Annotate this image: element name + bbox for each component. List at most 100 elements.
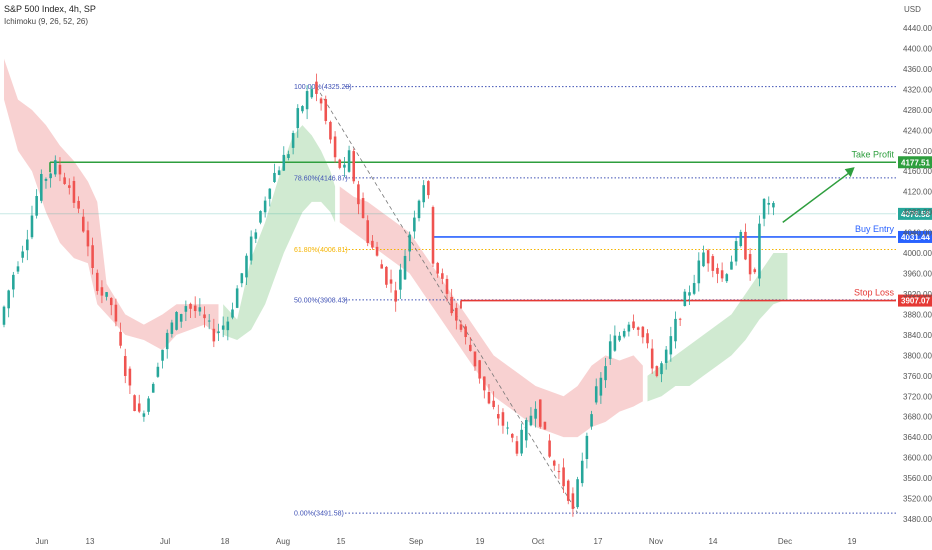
candle-56: [263, 196, 267, 218]
y-tick-3720: 3720.00: [903, 392, 932, 401]
candle-body-38: [179, 314, 183, 322]
candle-body-22: [105, 292, 108, 297]
buy-entry-price-tag: 4031.44: [898, 230, 932, 243]
candle-124: [580, 452, 584, 487]
candle-body-35: [165, 332, 169, 350]
candle-89: [417, 199, 421, 222]
stop-loss-tag-text: 3907.07: [901, 297, 930, 306]
candle-body-91: [427, 181, 430, 196]
candle-body-107: [501, 412, 505, 426]
candle-body-13: [63, 177, 66, 184]
candle-body-92: [431, 207, 435, 264]
candle-body-132: [618, 335, 621, 341]
candle-body-40: [189, 303, 192, 309]
candle-13: [63, 172, 66, 185]
candle-body-73: [343, 164, 346, 168]
candle-15: [72, 176, 76, 208]
candle-body-19: [91, 245, 94, 268]
candle-48: [226, 316, 230, 341]
candle-139: [650, 339, 654, 374]
candle-127: [594, 378, 598, 405]
candle-body-124: [580, 460, 584, 484]
x-tick-12: Dec: [778, 537, 792, 546]
candle-79: [371, 235, 374, 250]
candle-43: [203, 306, 206, 328]
candle-body-150: [702, 252, 705, 267]
target-arrow-line: [782, 169, 854, 223]
candle-body-65: [305, 91, 309, 110]
candle-body-102: [478, 360, 481, 379]
x-tick-3: 18: [221, 537, 230, 546]
x-tick-1: 13: [86, 537, 95, 546]
candle-body-33: [156, 366, 160, 377]
fib-label-1: 78.60%(4146.87): [294, 175, 348, 182]
candle-body-148: [692, 283, 696, 294]
candle-body-8: [40, 173, 43, 201]
candle-body-138: [646, 333, 649, 344]
candle-body-88: [413, 217, 416, 232]
candle-70: [329, 120, 332, 144]
x-tick-10: Nov: [649, 537, 663, 546]
candle-93: [436, 261, 439, 278]
candle-136: [636, 326, 640, 336]
candle-5: [26, 229, 29, 261]
candle-12: [58, 157, 62, 182]
x-tick-9: 17: [594, 537, 603, 546]
y-tick-4320: 4320.00: [903, 85, 932, 94]
candle-99: [464, 324, 467, 345]
candle-110: [515, 435, 519, 457]
candle-body-116: [543, 421, 547, 430]
candle-74: [347, 145, 351, 173]
candle-body-49: [231, 309, 234, 318]
candle-body-37: [175, 311, 178, 330]
candle-body-145: [678, 318, 682, 320]
candle-body-113: [529, 415, 533, 426]
buy-entry-tag-bg: [898, 230, 932, 243]
y-tick-4240: 4240.00: [903, 126, 932, 135]
levels-layer: Take Profit 4177.51 Buy Entry 4031.44 Stop L…: [0, 149, 932, 309]
candle-115: [538, 399, 542, 429]
stop-loss-label: Stop Loss: [854, 288, 895, 298]
candle-120: [562, 458, 565, 494]
y-tick-3840: 3840.00: [903, 331, 932, 340]
candle-158: [739, 229, 743, 248]
candle-body-100: [469, 344, 472, 351]
candle-body-18: [86, 230, 90, 247]
candle-body-90: [422, 185, 425, 203]
candle-88: [413, 210, 416, 239]
buy-entry-label: Buy Entry: [855, 224, 895, 234]
candle-34: [161, 349, 164, 369]
candle-body-36: [170, 322, 174, 334]
candle-body-97: [455, 307, 458, 321]
candle-body-161: [753, 269, 757, 273]
x-tick-13: 19: [848, 537, 857, 546]
price-axis[interactable]: 3480.00 3520.00 3560.00 3600.00 3640.00 3680.…: [896, 0, 932, 550]
y-tick-3680: 3680.00: [903, 413, 932, 422]
candle-body-6: [30, 215, 34, 238]
candle-body-99: [464, 326, 467, 338]
candle-body-77: [361, 198, 365, 219]
candle-109: [511, 433, 514, 443]
candle-119: [557, 463, 561, 480]
candle-59: [277, 166, 281, 176]
candle-body-2: [12, 274, 15, 290]
candle-28: [133, 394, 136, 412]
candle-body-43: [203, 314, 206, 319]
candle-body-142: [664, 349, 668, 363]
x-tick-4: Aug: [276, 537, 290, 546]
candle-body-141: [660, 363, 663, 375]
candle-body-115: [538, 399, 542, 427]
candle-147: [688, 285, 691, 305]
candle-body-118: [552, 460, 556, 466]
indicator-label[interactable]: Ichimoku (9, 26, 52, 26): [4, 17, 88, 26]
candles-layer: [2, 73, 775, 517]
candle-body-66: [310, 89, 314, 98]
time-axis[interactable]: Jun 13 Jul 18 Aug 15 Sep 19 Oct 17 Nov 14 Dec 19: [36, 537, 857, 546]
candle-body-68: [319, 98, 323, 104]
candle-body-89: [417, 200, 421, 219]
candle-body-151: [706, 250, 710, 264]
candle-body-159: [744, 231, 747, 260]
y-tick-4000: 4000.00: [903, 249, 932, 258]
